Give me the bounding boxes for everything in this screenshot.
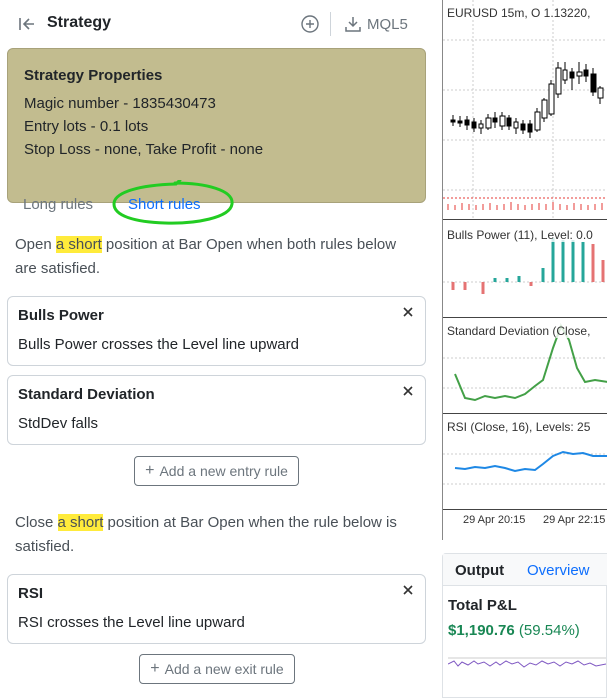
entry-desc-prefix: Open [15, 236, 56, 253]
rule-title: Standard Deviation [18, 386, 155, 403]
total-pnl-value: $1,190.76 (59.54%) [448, 622, 580, 639]
header-divider [330, 12, 331, 36]
plus-icon: + [150, 660, 160, 677]
rule-description: RSI crosses the Level line upward [18, 614, 245, 631]
output-panel: Output Overview Total P&L $1,190.76 (59.… [442, 553, 607, 698]
std-dev-pane: Standard Deviation (Close, [443, 318, 607, 414]
pnl-percent: (59.54%) [518, 622, 580, 639]
add-entry-rule-button[interactable]: + Add a new entry rule [134, 456, 299, 486]
tab-output[interactable]: Output [455, 562, 505, 579]
add-circle-icon[interactable] [300, 14, 320, 34]
entry-desc-suffix: position at Bar Open when both rules bel… [15, 236, 397, 277]
export-mql5-button[interactable]: MQL5 [344, 13, 408, 35]
exit-desc-prefix: Close [15, 514, 58, 531]
rule-tabs: Long rules Short rules [0, 188, 432, 224]
tab-overview[interactable]: Overview [527, 562, 590, 579]
rsi-label: RSI (Close, 16), Levels: 25 [447, 420, 591, 434]
rule-card-standard-deviation: Standard Deviation StdDev falls [7, 375, 426, 445]
tab-short-rules[interactable]: Short rules [128, 196, 201, 213]
price-label: EURUSD 15m, O 1.13220, [447, 6, 591, 20]
panel-header: Strategy MQL5 [0, 0, 432, 48]
rule-title: RSI [18, 585, 44, 602]
bulls-power-histogram [443, 238, 607, 294]
close-icon[interactable] [401, 305, 415, 319]
export-label: MQL5 [367, 15, 408, 33]
page-title: Strategy [47, 14, 112, 31]
rsi-line [443, 450, 607, 485]
equity-sparkline [448, 657, 606, 668]
properties-title: Strategy Properties [24, 67, 163, 84]
total-pnl-label: Total P&L [448, 597, 517, 614]
x-axis-label: 29 Apr 20:15 [463, 514, 526, 526]
close-icon[interactable] [401, 384, 415, 398]
bulls-power-label: Bulls Power (11), Level: 0.0 [447, 228, 593, 242]
std-dev-line [443, 323, 607, 402]
exit-desc-suffix: position at Bar Open when the rule below… [15, 514, 397, 555]
magic-number: Magic number - 1835430473 [24, 95, 216, 112]
rule-description: Bulls Power crosses the Level line upwar… [18, 336, 299, 353]
strategy-properties: Strategy Properties Magic number - 18354… [7, 48, 426, 203]
collapse-left-icon[interactable] [18, 14, 36, 34]
rule-card-bulls-power: Bulls Power Bulls Power crosses the Leve… [7, 296, 426, 366]
output-tabs: Output Overview [443, 554, 607, 586]
strategy-panel: Strategy MQL5 Strategy Properties Magic … [0, 0, 432, 684]
bulls-power-pane: Bulls Power (11), Level: 0.0 [443, 220, 607, 318]
chart-panel: EURUSD 15m, O 1.13220, [432, 0, 607, 698]
rsi-pane: RSI (Close, 16), Levels: 25 [443, 414, 607, 510]
add-exit-rule-label: Add a new exit rule [164, 661, 284, 677]
std-dev-label: Standard Deviation (Close, [447, 324, 591, 338]
close-icon[interactable] [401, 583, 415, 597]
price-pane: EURUSD 15m, O 1.13220, [443, 0, 607, 220]
price-chart[interactable]: EURUSD 15m, O 1.13220, [442, 0, 607, 540]
rule-title: Bulls Power [18, 307, 104, 324]
exit-description: Close a short position at Bar Open when … [15, 511, 415, 559]
download-icon [345, 17, 361, 32]
stop-loss-take-profit: Stop Loss - none, Take Profit - none [24, 141, 264, 158]
pnl-amount: $1,190.76 [448, 622, 515, 639]
entry-desc-highlight: a short [55, 236, 102, 253]
entry-lots: Entry lots - 0.1 lots [24, 118, 149, 135]
candlestick-chart [443, 0, 607, 220]
rule-description: StdDev falls [18, 415, 99, 432]
plus-icon: + [145, 462, 155, 479]
add-entry-rule-label: Add a new entry rule [159, 463, 288, 479]
x-axis-label: 29 Apr 22:15 [543, 514, 606, 526]
tab-long-rules[interactable]: Long rules [23, 196, 94, 213]
entry-description: Open a short position at Bar Open when b… [15, 233, 415, 281]
add-exit-rule-button[interactable]: + Add a new exit rule [139, 654, 295, 684]
rule-card-rsi: RSI RSI crosses the Level line upward [7, 574, 426, 644]
exit-desc-highlight: a short [57, 514, 104, 531]
